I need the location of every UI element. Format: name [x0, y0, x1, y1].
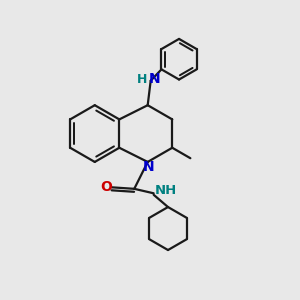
- Text: O: O: [100, 180, 112, 194]
- Text: NH: NH: [155, 184, 177, 197]
- Text: N: N: [149, 72, 161, 86]
- Text: N: N: [142, 160, 154, 174]
- Text: H: H: [137, 73, 148, 86]
